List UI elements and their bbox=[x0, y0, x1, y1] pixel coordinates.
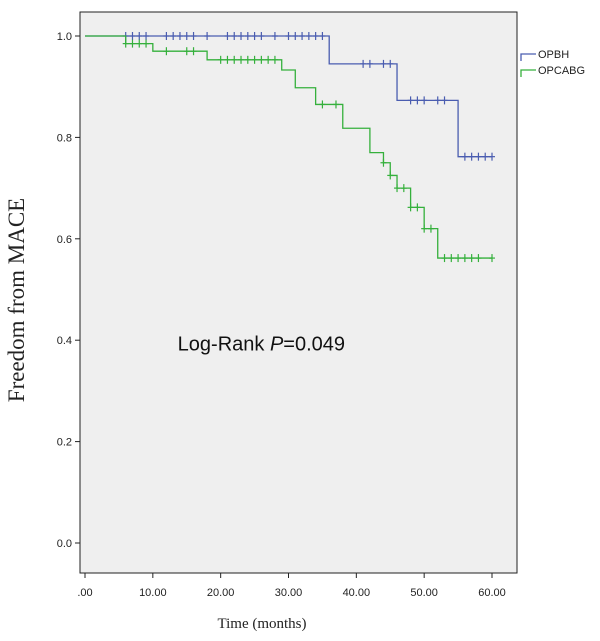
x-tick-label: 20.00 bbox=[207, 587, 235, 599]
censor-mark-opbh bbox=[285, 32, 292, 40]
censor-mark-opcabg bbox=[441, 254, 448, 263]
legend-swatch-opbh bbox=[520, 53, 536, 61]
censor-mark-opbh bbox=[482, 152, 489, 161]
censor-mark-opcabg bbox=[238, 55, 245, 64]
censor-mark-opcabg bbox=[448, 254, 455, 263]
censor-mark-opcabg bbox=[143, 39, 150, 48]
censor-mark-opcabg bbox=[265, 55, 272, 64]
censor-mark-opbh bbox=[204, 32, 211, 40]
series-layer bbox=[85, 32, 495, 263]
y-tick-label: 0.0 bbox=[57, 538, 72, 550]
censor-mark-opcabg bbox=[271, 55, 278, 64]
legend-label-opbh: OPBH bbox=[538, 49, 569, 61]
censor-mark-opbh bbox=[292, 32, 299, 40]
censor-mark-opbh bbox=[380, 59, 387, 68]
x-tick-label: 60.00 bbox=[478, 587, 506, 599]
x-tick-label: 10.00 bbox=[139, 587, 167, 599]
y-tick-label: 0.2 bbox=[57, 437, 72, 449]
censor-mark-opcabg bbox=[136, 39, 143, 48]
x-axis-title: Time (months) bbox=[217, 616, 306, 632]
censor-mark-opbh bbox=[224, 32, 231, 40]
censor-mark-opbh bbox=[271, 32, 278, 40]
censor-mark-opcabg bbox=[489, 254, 495, 263]
censor-mark-opbh bbox=[475, 152, 482, 161]
censor-mark-opcabg bbox=[129, 39, 136, 48]
censor-mark-opcabg bbox=[380, 158, 387, 167]
legend: OPBH OPCABG bbox=[520, 49, 585, 77]
y-tick-label: 0.6 bbox=[57, 234, 72, 246]
x-tick-label: 50.00 bbox=[410, 587, 438, 599]
censor-mark-opbh bbox=[244, 32, 251, 40]
censor-mark-opcabg bbox=[224, 55, 231, 64]
censor-mark-opbh bbox=[143, 32, 150, 40]
censor-mark-opbh bbox=[163, 32, 170, 40]
censor-mark-opcabg bbox=[407, 203, 414, 212]
censor-mark-opcabg bbox=[319, 100, 326, 109]
censor-mark-opbh bbox=[407, 96, 414, 105]
censor-mark-opcabg bbox=[394, 184, 401, 193]
censor-mark-opbh bbox=[299, 32, 306, 40]
censor-mark-opbh bbox=[251, 32, 258, 40]
axes: 0.0 0.2 0.4 0.6 0.8 1.0 .00 10.00 20.00 30.00 40.0… bbox=[57, 31, 506, 599]
censor-mark-opbh bbox=[170, 32, 177, 40]
annotation-value: =0.049 bbox=[283, 333, 345, 355]
series-line-opbh bbox=[85, 35, 492, 158]
y-axis-title: Freedom from MACE bbox=[4, 198, 29, 402]
censor-mark-opbh bbox=[231, 32, 238, 40]
censor-mark-opbh bbox=[360, 59, 367, 68]
censor-mark-opbh bbox=[258, 32, 265, 40]
censor-mark-opcabg bbox=[332, 100, 339, 109]
censor-mark-opbh bbox=[176, 32, 183, 40]
censor-mark-opbh bbox=[129, 32, 136, 40]
y-tick-label: 1.0 bbox=[57, 31, 72, 43]
plot-area bbox=[79, 11, 518, 574]
x-tick-label: 40.00 bbox=[343, 587, 371, 599]
annotation-prefix: Log-Rank bbox=[178, 333, 270, 355]
censor-mark-opcabg bbox=[468, 254, 475, 263]
censor-mark-opcabg bbox=[190, 47, 197, 56]
censor-mark-opcabg bbox=[387, 171, 394, 180]
censor-mark-opcabg bbox=[258, 55, 265, 64]
censor-mark-opbh bbox=[305, 32, 312, 40]
y-tick-label: 0.8 bbox=[57, 132, 72, 144]
censor-mark-opcabg bbox=[427, 224, 434, 233]
censor-mark-opcabg bbox=[122, 39, 129, 48]
censor-mark-opbh bbox=[190, 32, 197, 40]
censor-mark-opbh bbox=[414, 96, 421, 105]
censor-mark-opcabg bbox=[163, 47, 170, 56]
legend-label-opcabg: OPCABG bbox=[538, 65, 585, 77]
y-tick-label: 0.4 bbox=[57, 335, 72, 347]
censor-mark-opcabg bbox=[244, 55, 251, 64]
censor-mark-opcabg bbox=[421, 224, 428, 233]
censor-mark-opbh bbox=[468, 152, 475, 161]
censor-mark-opcabg bbox=[217, 55, 224, 64]
censor-mark-opcabg bbox=[414, 203, 421, 212]
legend-swatch-opcabg bbox=[520, 69, 536, 77]
censor-mark-opcabg bbox=[231, 55, 238, 64]
x-tick-label: .00 bbox=[77, 587, 92, 599]
censor-mark-opbh bbox=[183, 32, 190, 40]
censor-mark-opbh bbox=[489, 152, 495, 161]
censor-mark-opbh bbox=[434, 96, 441, 105]
censor-mark-opcabg bbox=[400, 184, 407, 193]
x-tick-label: 30.00 bbox=[275, 587, 303, 599]
censor-mark-opbh bbox=[441, 96, 448, 105]
censor-mark-opbh bbox=[312, 32, 319, 40]
censor-mark-opbh bbox=[461, 152, 468, 161]
censor-mark-opbh bbox=[319, 32, 326, 40]
censor-mark-opbh bbox=[238, 32, 245, 40]
censor-mark-opcabg bbox=[183, 47, 190, 56]
censor-mark-opbh bbox=[421, 96, 428, 105]
censor-mark-opbh bbox=[387, 59, 394, 68]
censor-mark-opcabg bbox=[455, 254, 462, 263]
censor-mark-opcabg bbox=[251, 55, 258, 64]
censor-mark-opbh bbox=[136, 32, 143, 40]
censor-mark-opcabg bbox=[461, 254, 468, 263]
annotation-p: P bbox=[270, 333, 284, 355]
log-rank-annotation: Log-Rank P=0.049 bbox=[178, 333, 345, 355]
censor-mark-opcabg bbox=[475, 254, 482, 263]
censor-mark-opbh bbox=[366, 59, 373, 68]
